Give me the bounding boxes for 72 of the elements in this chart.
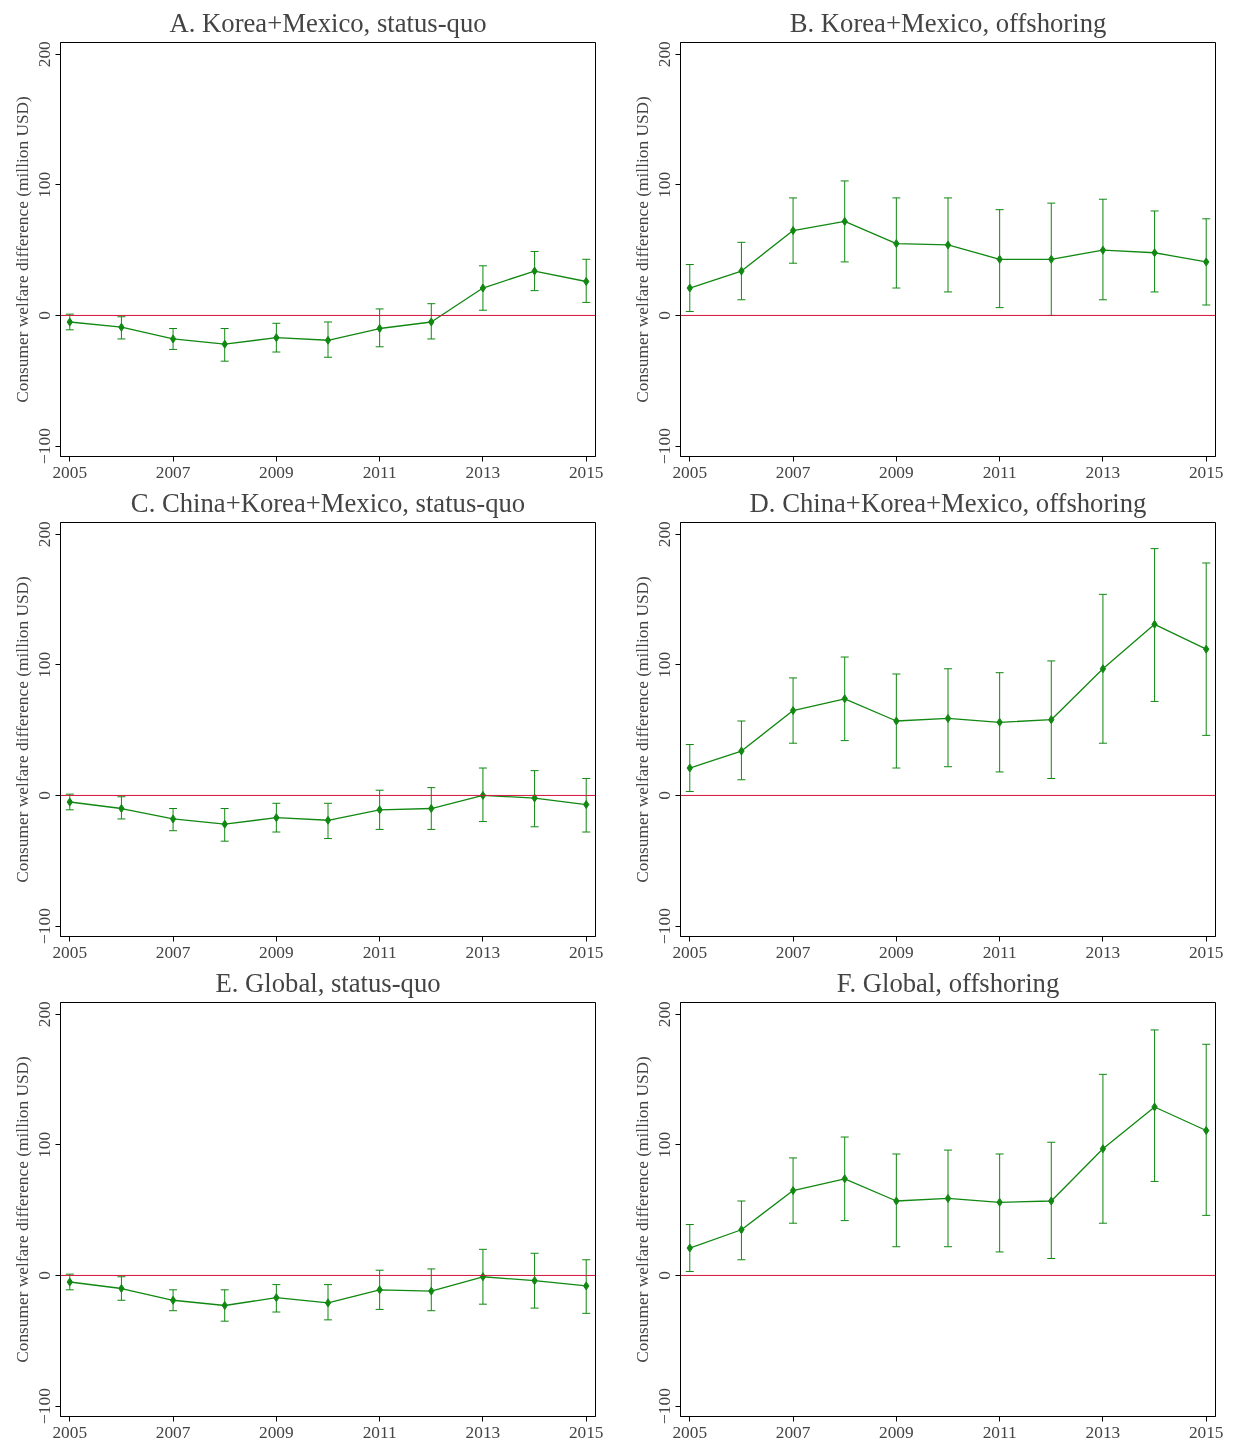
x-tick-label: 2015 <box>568 462 604 482</box>
y-axis-title: Consumer welfare difference (million USD) <box>632 1055 652 1363</box>
x-tick-label: 2007 <box>155 1422 191 1442</box>
y-tick-label: −100 <box>655 1388 675 1424</box>
y-tick-label: 100 <box>655 171 675 198</box>
y-tick-label: 0 <box>655 311 675 320</box>
y-tick-label: 0 <box>35 311 55 320</box>
y-tick-label: 100 <box>655 651 675 678</box>
x-tick-label: 2009 <box>879 462 914 482</box>
x-tick-label: 2013 <box>1085 1422 1121 1442</box>
y-tick-label: 200 <box>35 1001 55 1028</box>
x-tick-label: 2011 <box>362 462 397 482</box>
y-axis-title: Consumer welfare difference (million USD) <box>632 95 652 403</box>
x-tick-label: 2011 <box>982 462 1017 482</box>
x-tick-label: 2009 <box>259 942 294 962</box>
x-tick-label: 2013 <box>1085 942 1121 962</box>
x-tick-label: 2007 <box>775 462 811 482</box>
y-tick-label: 0 <box>35 1271 55 1280</box>
y-tick-label: 100 <box>35 171 55 198</box>
y-tick-label: 0 <box>35 791 55 800</box>
y-axis-title: Consumer welfare difference (million USD) <box>632 575 652 883</box>
x-tick-label: 2015 <box>568 942 604 962</box>
x-tick-label: 2007 <box>775 942 811 962</box>
x-tick-label: 2007 <box>775 1422 811 1442</box>
y-axis-title: Consumer welfare difference (million USD) <box>12 1055 32 1363</box>
y-tick-label: −100 <box>35 908 55 944</box>
x-tick-label: 2005 <box>672 462 708 482</box>
y-tick-label: 0 <box>655 791 675 800</box>
x-tick-label: 2007 <box>155 462 191 482</box>
y-tick-label: 100 <box>655 1131 675 1158</box>
x-tick-label: 2009 <box>879 942 914 962</box>
x-tick-label: 2009 <box>259 462 294 482</box>
x-tick-label: 2015 <box>1188 1422 1224 1442</box>
x-tick-label: 2015 <box>1188 462 1224 482</box>
chart-title: E. Global, status-quo <box>215 967 441 998</box>
x-tick-label: 2013 <box>465 942 501 962</box>
y-axis-title: Consumer welfare difference (million USD) <box>12 575 32 883</box>
y-tick-label: 200 <box>35 41 55 68</box>
x-tick-label: 2013 <box>465 1422 501 1442</box>
x-tick-label: 2015 <box>568 1422 604 1442</box>
x-tick-label: 2005 <box>52 942 88 962</box>
x-tick-label: 2013 <box>1085 462 1121 482</box>
x-tick-label: 2011 <box>982 942 1017 962</box>
y-tick-label: 200 <box>655 41 675 68</box>
y-tick-label: 200 <box>655 1001 675 1028</box>
x-tick-label: 2011 <box>982 1422 1017 1442</box>
x-tick-label: 2015 <box>1188 942 1224 962</box>
x-tick-label: 2013 <box>465 462 501 482</box>
x-tick-label: 2009 <box>879 1422 914 1442</box>
x-tick-label: 2005 <box>672 1422 708 1442</box>
y-axis-title: Consumer welfare difference (million USD) <box>12 95 32 403</box>
chart-title: D. China+Korea+Mexico, offshoring <box>749 487 1147 518</box>
y-tick-label: 0 <box>655 1271 675 1280</box>
chart-title: F. Global, offshoring <box>836 967 1060 998</box>
x-tick-label: 2005 <box>52 462 88 482</box>
x-tick-label: 2007 <box>155 942 191 962</box>
x-tick-label: 2011 <box>362 942 397 962</box>
x-tick-label: 2009 <box>259 1422 294 1442</box>
y-tick-label: 200 <box>35 521 55 548</box>
chart-title: B. Korea+Mexico, offshoring <box>789 7 1107 38</box>
chart-title: C. China+Korea+Mexico, status-quo <box>130 487 526 518</box>
x-tick-label: 2005 <box>52 1422 88 1442</box>
y-tick-label: −100 <box>655 428 675 464</box>
y-tick-label: 200 <box>655 521 675 548</box>
y-tick-label: −100 <box>35 1388 55 1424</box>
y-tick-label: −100 <box>655 908 675 944</box>
chart-title: A. Korea+Mexico, status-quo <box>169 7 487 38</box>
x-tick-label: 2011 <box>362 1422 397 1442</box>
x-tick-label: 2005 <box>672 942 708 962</box>
y-tick-label: −100 <box>35 428 55 464</box>
y-tick-label: 100 <box>35 651 55 678</box>
y-tick-label: 100 <box>35 1131 55 1158</box>
